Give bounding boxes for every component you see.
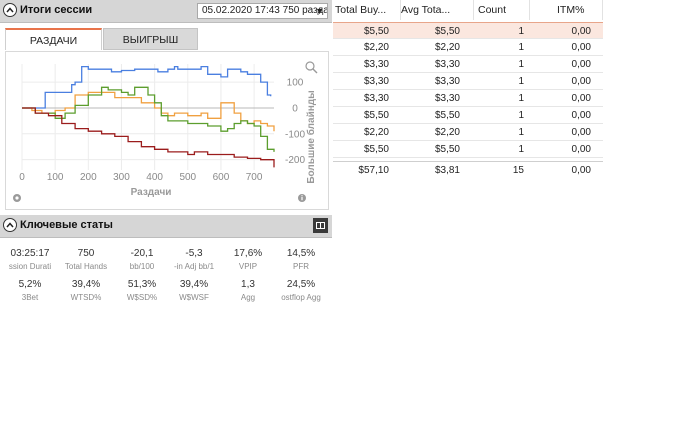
cell-avg-total: $3,30 [434,59,460,70]
table-row[interactable]: $3,30 $3,30 1 0,00 [333,56,603,73]
x-axis-label: Раздачи [131,187,172,198]
column-header-avg-total[interactable]: Avg Tota... [401,0,474,20]
cell-avg-total: $2,20 [434,42,460,53]
stat-3bet: 5,2% 3Bet [18,279,42,302]
chevron-down-icon: ▼ [315,6,324,16]
stat-bb-100: -20,1 bb/100 [129,248,155,271]
cell-count: 1 [518,93,524,104]
session-summary-header: Итоги сессии 05.02.2020 17:43 750 раздач… [0,0,332,23]
count-sum: 15 [512,165,524,176]
cell-avg-total: $2,20 [434,127,460,138]
y-tick-label: -100 [285,129,305,140]
collapse-up-icon[interactable] [3,3,17,17]
series-line-2 [22,91,275,132]
settings-gear-icon[interactable] [13,194,21,202]
y-tick-label: -200 [285,155,305,166]
stat-wsd: 51,3% W$SD% [126,279,158,302]
results-chart-svg: 0 100 200 300 400 500 600 700 100 0 -100 -200 Разда… [13,61,318,202]
table-row[interactable]: $2,20 $2,20 1 0,00 [333,39,603,56]
cell-itm: 0,00 [571,42,591,53]
y-tick-label: 100 [287,78,304,89]
cell-total-buyin: $5,50 [363,26,389,37]
table-row[interactable]: $5,50 $5,50 1 0,00 [333,141,603,158]
cell-total-buyin: $5,50 [363,144,389,155]
x-tick-label: 600 [213,172,230,183]
results-chart: 0 100 200 300 400 500 600 700 100 0 -100 -200 Разда… [5,51,329,210]
x-tick-label: 0 [19,172,25,183]
cell-total-buyin: $3,30 [363,93,389,104]
left-panel: Итоги сессии 05.02.2020 17:43 750 раздач… [0,0,332,445]
cell-count: 1 [518,76,524,87]
cell-total-buyin: $2,20 [363,42,389,53]
session-select-value: 05.02.2020 17:43 750 раздач) [202,5,328,16]
cell-count: 1 [518,42,524,53]
cell-total-buyin: $3,30 [363,59,389,70]
stat-vpip: 17,6% VPIP [233,248,263,271]
cell-avg-total: $3,30 [434,76,460,87]
tab-winnings[interactable]: ВЫИГРЫШ [103,28,198,50]
cell-itm: 0,00 [571,59,591,70]
layout-toggle-icon[interactable] [313,218,328,233]
table-row[interactable]: $3,30 $3,30 1 0,00 [333,90,603,107]
stat-wtsd: 39,4% WTSD% [70,279,102,302]
column-header-total-buyin[interactable]: Total Buy... [333,0,401,20]
table-row[interactable]: $5,50 $5,50 1 0,00 [333,22,603,39]
cell-itm: 0,00 [571,26,591,37]
stat-agg: 1,3 Agg [240,279,256,302]
cell-count: 1 [518,59,524,70]
cell-itm: 0,00 [571,144,591,155]
series-line-3 [22,86,275,152]
table-row[interactable]: $3,30 $3,30 1 0,00 [333,73,603,90]
cell-count: 1 [518,26,524,37]
table-row[interactable]: $2,20 $2,20 1 0,00 [333,124,603,141]
zoom-icon[interactable] [305,61,318,74]
x-tick-label: 100 [47,172,64,183]
cell-total-buyin: $3,30 [363,76,389,87]
cell-count: 1 [518,127,524,138]
table-totals-row: $57,10 $3,81 15 0,00 [333,161,603,180]
cell-count: 1 [518,144,524,155]
info-icon[interactable] [298,194,306,202]
stat-allin-adj-bb: -5,3 -in Adj bb/1 [173,248,215,271]
cell-avg-total: $5,50 [434,144,460,155]
y-tick-label: 0 [292,103,298,114]
column-header-count[interactable]: Count [474,0,530,20]
key-stats-title: Ключевые статы [20,219,113,231]
x-tick-label: 300 [113,172,130,183]
x-tick-label: 700 [246,172,263,183]
key-stats-header: Ключевые статы [0,215,332,238]
collapse-up-icon[interactable] [3,218,17,232]
y-axis-label: Большие блайнды [305,90,317,183]
cell-avg-total: $3,30 [434,93,460,104]
x-tick-label: 500 [179,172,196,183]
stat-postflop-agg: 24,5% ostflop Agg [281,279,321,302]
stat-total-hands: 750 Total Hands [64,248,108,271]
x-tick-label: 200 [80,172,97,183]
itm-total: 0,00 [571,165,591,176]
session-summary-title: Итоги сессии [20,4,93,16]
cell-itm: 0,00 [571,127,591,138]
total-buyin-sum: $57,10 [358,165,389,176]
session-select[interactable]: 05.02.2020 17:43 750 раздач) ▼ [197,3,328,19]
tab-hands[interactable]: РАЗДАЧИ [5,28,102,50]
stat-pfr: 14,5% PFR [286,248,316,271]
cell-itm: 0,00 [571,110,591,121]
cell-itm: 0,00 [571,76,591,87]
cell-itm: 0,00 [571,93,591,104]
table-row[interactable]: $5,50 $5,50 1 0,00 [333,107,603,124]
x-tick-label: 400 [146,172,163,183]
cell-count: 1 [518,110,524,121]
series-line-4 [22,107,275,168]
cell-total-buyin: $2,20 [363,127,389,138]
stat-session-duration: 03:25:17 ssion Durati [8,248,52,271]
series-line-1 [22,65,272,109]
cell-avg-total: $5,50 [434,26,460,37]
avg-total-sum: $3,81 [434,165,460,176]
column-header-itm[interactable]: ITM% [530,0,603,20]
cell-total-buyin: $5,50 [363,110,389,121]
stat-wwsf: 39,4% W$WSF [179,279,209,302]
cell-avg-total: $5,50 [434,110,460,121]
